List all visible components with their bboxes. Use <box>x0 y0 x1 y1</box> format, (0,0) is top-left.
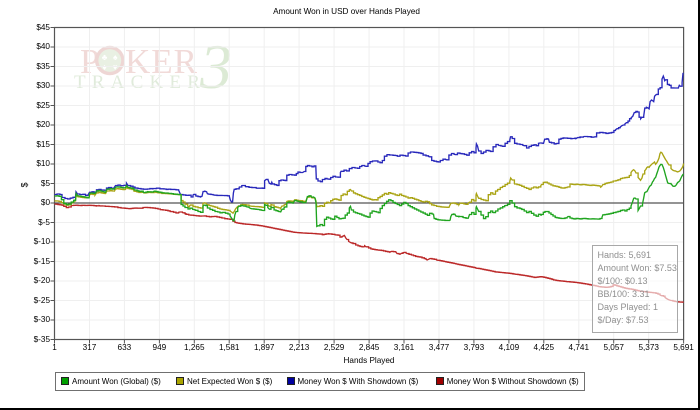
svg-text:TRACKER: TRACKER <box>74 72 206 93</box>
svg-text:KER: KER <box>125 42 198 81</box>
svg-text:♥: ♥ <box>113 62 118 72</box>
svg-text:♦: ♦ <box>102 62 107 72</box>
svg-text:♣: ♣ <box>102 52 108 62</box>
svg-text:♠: ♠ <box>113 52 118 62</box>
